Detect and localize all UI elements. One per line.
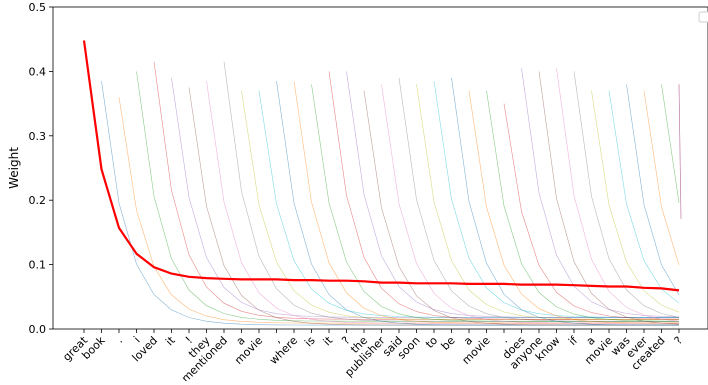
- background-lines-group: [101, 61, 682, 326]
- background-series-line: [451, 77, 679, 326]
- x-tick-label: ?: [672, 334, 685, 347]
- x-tick-label: be: [439, 334, 458, 353]
- x-tick-label: it: [163, 333, 178, 348]
- background-series-line: [521, 68, 680, 318]
- background-series-line: [608, 90, 680, 304]
- y-tick-label: 0.1: [29, 259, 47, 272]
- background-series-line: [643, 90, 680, 266]
- x-tick-label: .: [113, 334, 125, 346]
- y-tick-label: 0.5: [29, 1, 47, 14]
- y-tick-label: 0.4: [29, 65, 47, 78]
- x-tick-label: it: [321, 333, 336, 348]
- x-tick-label: to: [423, 334, 440, 351]
- background-series-line: [626, 84, 680, 296]
- y-axis-ticks: 0.0 0.1 0.2 0.3 0.4 0.5: [29, 1, 53, 336]
- background-series-line: [468, 90, 679, 324]
- x-tick-label: if: [566, 333, 581, 348]
- background-series-line: [486, 90, 680, 322]
- main-series-group: [82, 40, 680, 292]
- legend-box: [698, 11, 708, 23]
- background-series-line: [573, 71, 680, 318]
- background-series-line: [661, 84, 680, 203]
- background-series-line: [538, 71, 680, 325]
- background-series-line: [678, 84, 682, 219]
- background-series-line: [188, 87, 679, 326]
- main-series-line: [82, 40, 680, 292]
- background-series-line: [171, 77, 679, 318]
- y-axis-label: Weight: [7, 147, 21, 189]
- y-tick-label: 0.2: [29, 194, 47, 207]
- background-series-line: [241, 90, 679, 320]
- x-tick-label: is: [302, 334, 318, 350]
- background-series-line: [381, 84, 679, 324]
- y-tick-label: 0.0: [29, 323, 47, 336]
- background-series-line: [556, 68, 680, 322]
- x-tick-label: i: [131, 334, 142, 345]
- background-series-line: [591, 90, 680, 313]
- background-series-line: [363, 90, 679, 326]
- y-tick-label: 0.3: [29, 130, 47, 143]
- background-series-line: [503, 103, 680, 320]
- background-series-line: [398, 77, 679, 322]
- plot-frame: [52, 6, 708, 330]
- background-series-line: [346, 71, 679, 318]
- background-series-line: [118, 97, 679, 324]
- x-tick-label: ,: [271, 334, 283, 346]
- x-tick-label: .: [498, 334, 510, 346]
- background-series-line: [276, 81, 679, 326]
